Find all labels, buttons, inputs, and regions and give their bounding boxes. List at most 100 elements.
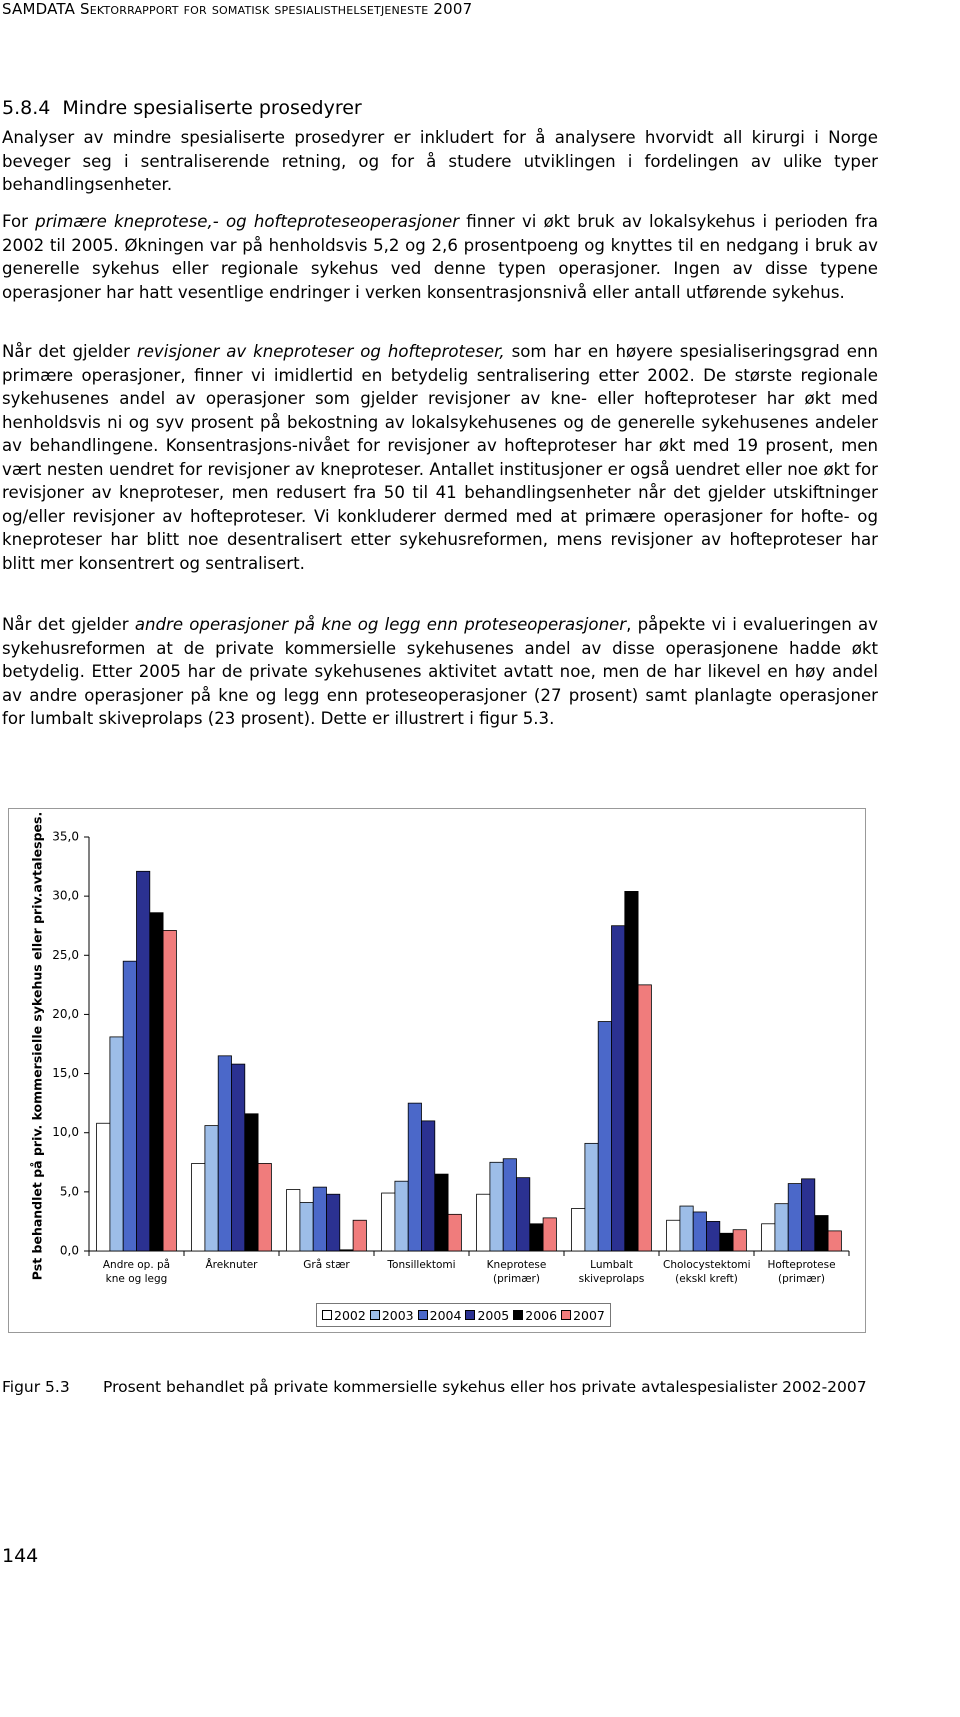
bar [149,912,164,1252]
bar [542,1217,557,1252]
legend-item: 2006 [513,1308,557,1323]
x-tick-label: Andre op. på kne og legg [102,1259,171,1285]
bar [692,1211,707,1252]
bar [666,1219,681,1252]
figure: Pst behandlet på priv. kommersielle syke… [8,808,866,1333]
bar [801,1178,816,1252]
chart: Pst behandlet på priv. kommersielle syke… [30,812,850,1280]
bar [352,1219,367,1252]
page-number: 144 [2,1545,39,1567]
bar [624,891,639,1252]
bar [96,1122,111,1252]
text-run: For [2,212,36,231]
bar [774,1203,789,1252]
legend-item: 2004 [417,1307,462,1323]
bar [421,1120,436,1252]
bar [312,1186,327,1252]
bar [394,1180,409,1252]
x-tick-label: Lumbalt skiveprolaps [578,1259,645,1285]
x-tick-label: Åreknuter [205,1259,258,1271]
y-tick-label: 5,0 [60,1184,79,1198]
y-tick-label: 15,0 [52,1066,79,1080]
legend-swatch [513,1310,524,1320]
bar [326,1193,341,1252]
bar [434,1173,449,1252]
paragraph: Analyser av mindre spesialiserte prosedy… [2,126,878,197]
bar [381,1192,396,1252]
y-tick-label: 10,0 [52,1125,79,1139]
bar [679,1205,694,1252]
paragraph: Når det gjelder revisjoner av kneprotese… [2,340,878,575]
bar [516,1177,531,1252]
legend-item: 2003 [369,1307,414,1323]
legend-label: 2006 [525,1307,558,1323]
text-run: finner vi økt bruk av lokalsykehus i per… [2,212,878,302]
figure-caption: Prosent behandlet på private kommersiell… [103,1378,867,1396]
bar [476,1193,491,1252]
bar [637,984,652,1252]
bar [122,960,137,1252]
emphasis: andre operasjoner på kne og legg enn pro… [134,615,627,634]
legend-swatch [465,1310,476,1320]
legend-label: 2005 [477,1307,510,1323]
x-tick-label: Kneprotese (primær) [486,1259,547,1285]
bar [706,1221,721,1252]
legend-item: 2005 [465,1308,509,1323]
legend-swatch [561,1310,572,1320]
text-run: som har en høyere spesialiseringsgrad en… [2,342,878,573]
paragraph: For primære kneprotese,- og hofteprotese… [2,210,878,304]
bar [732,1229,747,1252]
text-run: , påpekte vi i evalueringen av sykehusre… [2,615,878,728]
x-tick-label: Cholocystektomi (ekskl kreft) [663,1259,751,1285]
bar [339,1249,354,1252]
y-axis-label: Pst behandlet på priv. kommersielle syke… [30,812,45,1280]
bar [109,1036,124,1252]
x-tick-label: Tonsillektomi [387,1259,456,1271]
x-tick-label: Hofteprotese (primær) [767,1259,836,1285]
bar [299,1202,314,1252]
bar [231,1063,246,1252]
text-run: Analyser av mindre spesialiserte prosedy… [2,128,878,194]
bar [217,1055,232,1252]
bar [191,1163,206,1252]
bar [597,1021,612,1252]
emphasis: revisjoner av kneproteser og hofteprotes… [136,342,505,361]
bar [407,1102,422,1252]
legend-swatch [417,1310,428,1320]
bar [502,1158,517,1252]
bar [827,1230,842,1252]
bar [162,930,177,1252]
text-run: Når det gjelder [2,342,137,361]
section-number: 5.8.4 [2,97,51,119]
legend-swatch [322,1310,332,1320]
section-title: Mindre spesialiserte prosedyrer [62,97,362,119]
bar [489,1161,504,1252]
emphasis: primære kneprotese,- og hofteproteseoper… [35,212,460,231]
y-tick-label: 0,0 [60,1244,79,1258]
text-run: Når det gjelder [2,615,135,634]
bar [447,1213,462,1252]
legend-label: 2003 [381,1307,414,1323]
legend-label: 2007 [573,1307,605,1323]
bar [584,1142,599,1252]
figure-label: Figur 5.3 [2,1378,70,1396]
y-tick-label: 25,0 [52,948,79,962]
legend-item: 2007 [561,1308,605,1323]
legend-swatch [369,1310,380,1320]
bar [286,1189,301,1252]
bar [204,1125,219,1252]
legend-label: 2004 [429,1307,462,1323]
legend-item: 2002 [322,1308,366,1323]
bar [814,1215,829,1252]
bar [244,1113,259,1252]
bar [571,1208,586,1252]
x-tick-label: Grå stær [303,1259,350,1271]
bar [719,1232,734,1252]
legend-label: 2002 [334,1307,366,1323]
bar [761,1223,776,1252]
bar [611,925,626,1252]
section-heading: 5.8.4 Mindre spesialiserte prosedyrer [2,97,362,119]
bar [787,1183,802,1252]
y-tick-label: 35,0 [52,830,79,844]
